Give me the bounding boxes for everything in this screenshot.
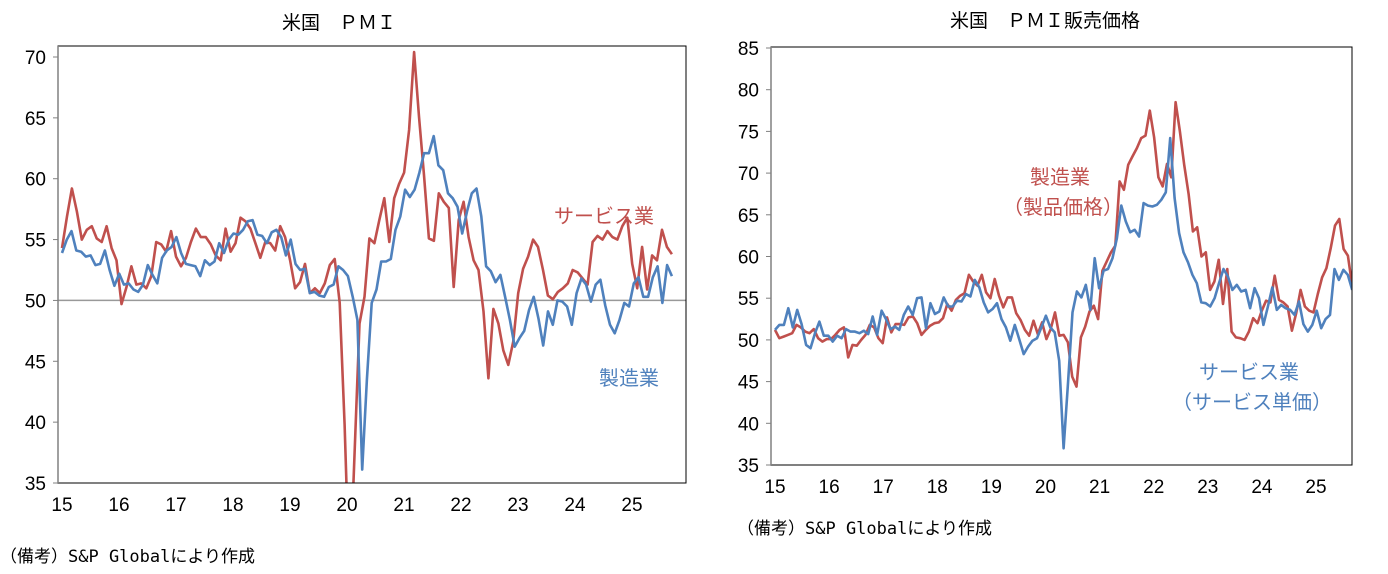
x-tick-label: 19 <box>981 477 1002 498</box>
x-tick-label: 17 <box>873 477 894 498</box>
x-tick-label: 22 <box>1143 477 1164 498</box>
y-tick-label: 85 <box>738 39 759 60</box>
y-tick-label: 60 <box>738 248 759 269</box>
x-tick-label: 16 <box>108 495 129 516</box>
x-tick-label: 21 <box>393 495 414 516</box>
x-tick-label: 22 <box>450 495 471 516</box>
y-tick-label: 35 <box>25 474 46 495</box>
y-tick-label: 55 <box>738 289 759 310</box>
right-service-sublabel: （サービス単価） <box>1172 390 1332 414</box>
x-tick-label: 19 <box>279 495 300 516</box>
x-tick-label: 18 <box>222 495 243 516</box>
y-tick-label: 65 <box>738 206 759 227</box>
y-tick-label: 50 <box>25 291 46 312</box>
y-tick-label: 40 <box>738 414 759 435</box>
left-manufacturing-label: 製造業 <box>599 366 659 390</box>
x-tick-label: 20 <box>336 495 357 516</box>
left-chart-title: 米国 ＰＭＩ <box>282 12 397 34</box>
series-line-right-0 <box>773 100 1352 388</box>
x-tick-label: 25 <box>621 495 642 516</box>
x-tick-label: 24 <box>1251 477 1273 498</box>
x-tick-label: 21 <box>1089 477 1110 498</box>
right-manufacturing-label: 製造業 <box>1030 165 1090 189</box>
y-tick-label: 80 <box>738 81 759 102</box>
x-tick-label: 16 <box>819 477 840 498</box>
right-chart-title: 米国 ＰＭＩ販売価格 <box>950 10 1141 32</box>
x-tick-label: 20 <box>1035 477 1056 498</box>
series-line-right-1 <box>774 136 1352 450</box>
y-tick-label: 55 <box>25 231 46 252</box>
x-tick-label: 17 <box>165 495 186 516</box>
right-source-note: （備考）S&P Globalにより作成 <box>737 519 993 539</box>
y-tick-label: 70 <box>738 164 759 185</box>
left-service-label: サービス業 <box>554 204 654 228</box>
x-tick-label: 15 <box>51 495 72 516</box>
y-tick-label: 35 <box>738 456 759 477</box>
y-tick-label: 65 <box>25 109 46 130</box>
y-tick-label: 40 <box>25 413 46 434</box>
y-tick-label: 70 <box>25 48 46 69</box>
y-tick-label: 45 <box>25 352 46 373</box>
y-tick-label: 60 <box>25 170 46 191</box>
x-tick-label: 23 <box>1197 477 1218 498</box>
left-source-note: （備考）S&P Globalにより作成 <box>0 547 256 567</box>
x-tick-label: 23 <box>507 495 528 516</box>
series-line-left-0 <box>60 50 673 483</box>
y-tick-label: 50 <box>738 331 759 352</box>
right-manufacturing-sublabel: （製品価格） <box>1003 195 1123 219</box>
x-tick-label: 24 <box>564 495 586 516</box>
x-tick-label: 25 <box>1305 477 1326 498</box>
x-tick-label: 18 <box>927 477 948 498</box>
y-tick-label: 75 <box>738 122 759 143</box>
right-service-label: サービス業 <box>1199 360 1299 384</box>
series-line-left-1 <box>60 134 674 471</box>
y-tick-label: 45 <box>738 373 759 394</box>
x-tick-label: 15 <box>764 477 785 498</box>
